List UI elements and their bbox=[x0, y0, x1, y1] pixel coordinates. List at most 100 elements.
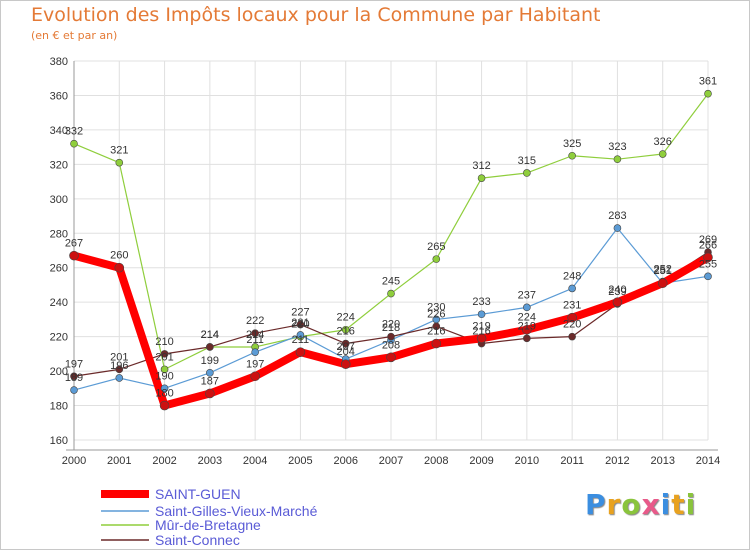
data-label: 208 bbox=[382, 339, 400, 351]
data-point bbox=[69, 250, 79, 261]
legend-label: Mûr-de-Bretagne bbox=[155, 517, 261, 533]
x-tick-label: 2001 bbox=[107, 455, 131, 467]
data-label: 315 bbox=[518, 155, 536, 167]
legend-label: Saint-Connec bbox=[155, 532, 240, 548]
data-point bbox=[568, 332, 576, 341]
data-label: 221 bbox=[291, 317, 309, 329]
data-label: 220 bbox=[291, 319, 309, 331]
data-point bbox=[431, 338, 442, 349]
data-point bbox=[205, 388, 215, 399]
data-point bbox=[206, 343, 214, 351]
data-label: 326 bbox=[654, 136, 672, 148]
data-point bbox=[476, 333, 487, 344]
data-label: 216 bbox=[337, 326, 355, 338]
x-tick-label: 2000 bbox=[62, 455, 86, 467]
data-point bbox=[658, 150, 667, 158]
data-label: 265 bbox=[427, 241, 445, 253]
legend-label: Saint-Gilles-Vieux-Marché bbox=[155, 503, 318, 519]
data-point bbox=[115, 158, 124, 167]
data-point bbox=[340, 359, 351, 370]
data-label: 214 bbox=[246, 329, 264, 341]
x-tick-label: 2008 bbox=[424, 455, 448, 467]
data-point bbox=[613, 155, 622, 163]
x-tick-label: 2013 bbox=[650, 455, 674, 467]
data-point bbox=[477, 174, 486, 182]
data-label: 245 bbox=[382, 276, 400, 288]
x-tick-label: 2007 bbox=[379, 455, 403, 467]
data-label: 219 bbox=[518, 320, 536, 332]
data-label: 214 bbox=[201, 329, 219, 341]
y-tick-label: 380 bbox=[50, 56, 68, 68]
legend-label: SAINT-GUEN bbox=[155, 486, 241, 502]
data-label: 197 bbox=[246, 358, 264, 370]
y-tick-label: 340 bbox=[50, 125, 68, 137]
data-label: 230 bbox=[427, 301, 445, 313]
y-tick-label: 160 bbox=[50, 435, 68, 447]
data-label: 218 bbox=[382, 322, 400, 334]
data-label: 224 bbox=[518, 312, 536, 324]
data-point bbox=[567, 312, 577, 323]
data-point bbox=[703, 252, 713, 263]
data-label: 222 bbox=[246, 315, 264, 327]
data-point bbox=[657, 278, 668, 289]
data-label: 231 bbox=[563, 300, 581, 312]
data-label: 220 bbox=[563, 319, 581, 331]
data-point bbox=[477, 310, 486, 319]
data-point bbox=[341, 325, 350, 334]
data-label: 240 bbox=[608, 284, 626, 296]
data-point bbox=[251, 329, 259, 337]
data-point bbox=[523, 169, 531, 177]
data-label: 180 bbox=[155, 388, 173, 400]
data-label: 237 bbox=[518, 289, 536, 301]
data-label: 266 bbox=[699, 239, 717, 251]
data-label: 323 bbox=[608, 141, 626, 153]
data-label: 269 bbox=[699, 234, 717, 246]
x-tick-label: 2011 bbox=[560, 455, 584, 467]
data-label: 201 bbox=[155, 351, 173, 363]
data-point bbox=[386, 352, 396, 363]
data-point bbox=[387, 332, 395, 341]
data-label: 255 bbox=[699, 258, 717, 270]
data-point bbox=[160, 384, 169, 393]
x-tick-label: 2005 bbox=[288, 455, 312, 467]
data-point bbox=[568, 151, 576, 160]
data-point bbox=[159, 400, 170, 411]
data-point bbox=[70, 139, 78, 148]
data-label: 207 bbox=[337, 341, 355, 353]
data-point bbox=[115, 374, 124, 382]
data-label: 216 bbox=[427, 326, 445, 338]
x-tick-label: 2002 bbox=[152, 455, 176, 467]
data-point bbox=[522, 324, 532, 335]
data-label: 189 bbox=[65, 372, 83, 384]
data-label: 260 bbox=[110, 250, 128, 262]
y-tick-label: 180 bbox=[50, 401, 68, 413]
data-label: 233 bbox=[472, 296, 490, 308]
proxiti-logo: Proxiti bbox=[585, 488, 697, 521]
x-tick-label: 2012 bbox=[605, 455, 629, 467]
data-point bbox=[70, 372, 78, 381]
data-point bbox=[251, 348, 259, 356]
data-label: 325 bbox=[563, 138, 581, 150]
y-tick-label: 260 bbox=[50, 263, 68, 275]
x-tick-label: 2006 bbox=[333, 455, 357, 467]
data-point bbox=[341, 339, 350, 348]
data-label: 361 bbox=[699, 76, 717, 88]
data-point bbox=[704, 272, 712, 281]
data-point bbox=[70, 386, 78, 394]
data-label: 204 bbox=[337, 346, 355, 358]
y-tick-label: 220 bbox=[50, 332, 68, 344]
data-label: 219 bbox=[472, 320, 490, 332]
x-tick-label: 2014 bbox=[696, 455, 720, 467]
data-label: 251 bbox=[654, 265, 672, 277]
data-label: 283 bbox=[608, 210, 626, 222]
data-label: 211 bbox=[292, 334, 310, 346]
data-label: 226 bbox=[427, 308, 445, 320]
x-tick-label: 2010 bbox=[515, 455, 539, 467]
data-point bbox=[160, 365, 169, 374]
data-label: 321 bbox=[110, 145, 128, 157]
data-point bbox=[704, 89, 712, 98]
data-label: 199 bbox=[201, 355, 219, 367]
data-label: 332 bbox=[65, 126, 83, 138]
